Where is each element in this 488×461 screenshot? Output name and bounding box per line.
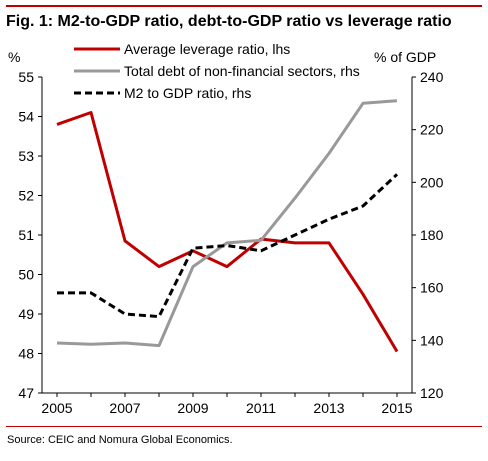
legend-label-1: Average leverage ratio, lhs	[124, 41, 290, 57]
x-tick-label: 2005	[41, 400, 72, 416]
left-tick-label: 49	[18, 306, 34, 322]
right-axis-unit: % of GDP	[374, 49, 436, 65]
series-line-1	[56, 111, 399, 353]
left-tick-label: 53	[18, 148, 34, 164]
source-note: Source: CEIC and Nomura Global Economics…	[7, 434, 233, 446]
left-axis-unit: %	[8, 49, 20, 65]
right-tick-label: 240	[420, 69, 444, 85]
right-tick-label: 200	[420, 174, 444, 190]
series-line-3	[57, 173, 399, 319]
series-layer	[56, 99, 399, 353]
right-tick-label: 180	[420, 227, 444, 243]
right-tick-label: 160	[420, 280, 444, 296]
x-tick-label: 2015	[381, 400, 412, 416]
x-tick-label: 2013	[313, 400, 344, 416]
left-tick-label: 52	[18, 188, 34, 204]
series-line-2	[56, 99, 398, 348]
left-tick-label: 55	[18, 69, 34, 85]
bottom-rule	[6, 426, 482, 427]
right-tick-label: 120	[420, 385, 444, 401]
legend-label-3: M2 to GDP ratio, rhs	[124, 85, 251, 101]
legend-label-2: Total debt of non-financial sectors, rhs	[124, 63, 360, 79]
x-tick-label: 2011	[246, 400, 276, 416]
left-tick-label: 47	[18, 385, 34, 401]
x-tick-label: 2007	[109, 400, 140, 416]
left-tick-label: 48	[18, 346, 34, 362]
top-rule	[6, 5, 482, 7]
axes: 47 48 49 50 51 52 53 54 55 120 140 160 180 200 220 240 2…	[18, 69, 443, 416]
left-tick-label: 50	[18, 267, 34, 283]
right-tick-label: 140	[420, 332, 444, 348]
x-tick-label: 2009	[177, 400, 208, 416]
right-tick-label: 220	[420, 122, 444, 138]
legend: Average leverage ratio, lhs Total debt of…	[74, 41, 360, 101]
left-tick-label: 54	[18, 109, 34, 125]
figure-title: Fig. 1: M2-to-GDP ratio, debt-to-GDP rat…	[6, 13, 452, 30]
left-tick-label: 51	[18, 227, 34, 243]
